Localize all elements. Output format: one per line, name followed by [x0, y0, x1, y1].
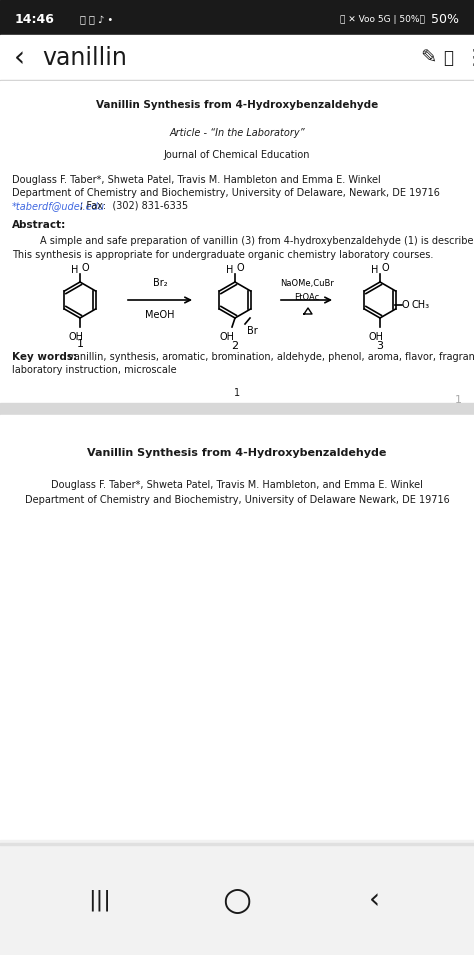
- Text: ⋮: ⋮: [464, 48, 474, 68]
- Text: H: H: [371, 265, 379, 275]
- Text: |||: |||: [89, 889, 111, 911]
- Text: Department of Chemistry and Biochemistry, University of Delaware Newark, DE 1971: Department of Chemistry and Biochemistry…: [25, 495, 449, 505]
- Text: Journal of Chemical Education: Journal of Chemical Education: [164, 150, 310, 160]
- Text: Abstract:: Abstract:: [12, 220, 66, 230]
- Text: H: H: [226, 265, 234, 275]
- Text: O: O: [402, 300, 410, 310]
- Text: Article - “In the Laboratory”: Article - “In the Laboratory”: [169, 128, 305, 138]
- Bar: [0, 840, 474, 955]
- Text: 1: 1: [76, 339, 83, 349]
- Bar: [0, 80, 474, 81]
- Text: OH: OH: [69, 332, 83, 342]
- Text: vanillin: vanillin: [42, 46, 127, 70]
- Bar: [0, 843, 474, 845]
- Text: ✎: ✎: [420, 49, 437, 68]
- Text: ‹: ‹: [14, 44, 25, 72]
- Text: ‹: ‹: [368, 886, 380, 914]
- Text: ; Fax:  (302) 831-6335: ; Fax: (302) 831-6335: [80, 201, 188, 211]
- Text: OH: OH: [368, 332, 383, 342]
- Text: H: H: [71, 265, 79, 275]
- Text: 🔍: 🔍: [443, 49, 453, 67]
- Text: NaOMe,CuBr: NaOMe,CuBr: [280, 279, 334, 288]
- Text: Br: Br: [247, 326, 258, 336]
- Bar: [0, 415, 474, 845]
- Text: Key words:: Key words:: [12, 352, 77, 362]
- Text: *taberdf@udel.edu: *taberdf@udel.edu: [12, 201, 105, 211]
- Text: CH₃: CH₃: [412, 300, 430, 310]
- Text: laboratory instruction, microscale: laboratory instruction, microscale: [12, 365, 177, 375]
- Text: 50%: 50%: [431, 13, 459, 27]
- Bar: [0, 81, 474, 845]
- Text: Vanillin Synthesis from 4-Hydroxybenzaldehyde: Vanillin Synthesis from 4-Hydroxybenzald…: [96, 100, 378, 110]
- Text: O: O: [237, 263, 245, 273]
- Text: 1: 1: [234, 388, 240, 398]
- Text: Br₂: Br₂: [153, 278, 167, 288]
- Text: ○: ○: [222, 883, 252, 917]
- Text: 3: 3: [376, 341, 383, 351]
- Text: This synthesis is appropriate for undergraduate organic chemistry laboratory cou: This synthesis is appropriate for underg…: [12, 250, 433, 260]
- Bar: [0, 0, 474, 35]
- Text: Department of Chemistry and Biochemistry, University of Delaware, Newark, DE 197: Department of Chemistry and Biochemistry…: [12, 188, 440, 198]
- Text: 🔔 🔇 ♪ •: 🔔 🔇 ♪ •: [80, 15, 113, 25]
- Text: 1: 1: [455, 395, 462, 405]
- Text: EtOAc: EtOAc: [294, 293, 319, 302]
- Bar: [0, 403, 474, 415]
- Text: Vanillin Synthesis from 4-Hydroxybenzaldehyde: Vanillin Synthesis from 4-Hydroxybenzald…: [87, 448, 387, 458]
- Text: O: O: [382, 263, 390, 273]
- Text: vanillin, synthesis, aromatic, bromination, aldehyde, phenol, aroma, flavor, fra: vanillin, synthesis, aromatic, brominati…: [65, 352, 474, 362]
- Text: O: O: [82, 263, 90, 273]
- Text: Douglass F. Taber*, Shweta Patel, Travis M. Hambleton and Emma E. Winkel: Douglass F. Taber*, Shweta Patel, Travis…: [12, 175, 381, 185]
- Bar: [0, 35, 474, 80]
- Text: ⏰ ✕ Voo 5G | 50%🔋: ⏰ ✕ Voo 5G | 50%🔋: [340, 15, 425, 25]
- Text: A simple and safe preparation of vanillin (3) from 4-hydroxybenzaldehyde (1) is : A simple and safe preparation of vanilli…: [40, 236, 474, 246]
- Text: OH: OH: [219, 332, 235, 342]
- Text: MeOH: MeOH: [145, 310, 175, 320]
- Text: Douglass F. Taber*, Shweta Patel, Travis M. Hambleton, and Emma E. Winkel: Douglass F. Taber*, Shweta Patel, Travis…: [51, 480, 423, 490]
- Text: 14:46: 14:46: [15, 13, 55, 27]
- Text: 2: 2: [231, 341, 238, 351]
